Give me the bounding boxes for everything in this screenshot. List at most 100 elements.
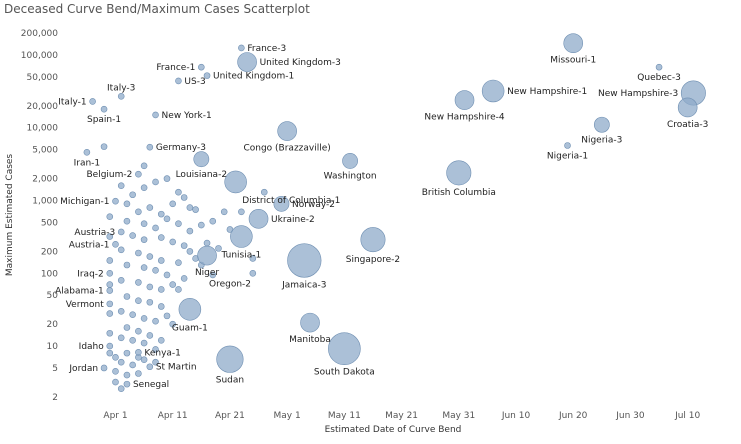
data-point xyxy=(112,378,119,386)
data-point xyxy=(146,283,154,291)
data-point xyxy=(446,160,472,186)
point-label: Quebec-3 xyxy=(637,73,681,83)
data-point xyxy=(112,354,119,361)
x-axis-title: Estimated Date of Curve Bend xyxy=(325,425,462,435)
point-label: British Columbia xyxy=(422,188,496,198)
data-point xyxy=(106,287,114,294)
data-point xyxy=(135,279,142,286)
x-tick-label: May 11 xyxy=(328,411,361,421)
data-point xyxy=(106,300,114,308)
data-point xyxy=(481,79,505,103)
data-point xyxy=(249,269,257,277)
y-tick-label: 10 xyxy=(47,342,59,352)
point-label: Norway-2 xyxy=(292,200,335,210)
point-label: Guam-1 xyxy=(172,323,208,333)
point-label: Idaho xyxy=(79,342,105,352)
y-tick-label: 2 xyxy=(52,393,58,403)
x-tick-label: May 31 xyxy=(442,411,475,421)
data-point xyxy=(300,312,320,333)
y-axis-title: Maximum Estimated Cases xyxy=(5,154,15,277)
point-label: New Hampshire-1 xyxy=(507,87,587,97)
point-label: US-3 xyxy=(184,77,205,87)
data-point xyxy=(135,297,142,305)
data-point xyxy=(163,271,171,279)
data-point xyxy=(216,345,244,373)
data-point xyxy=(169,200,177,208)
data-point xyxy=(209,271,217,279)
point-label: Tunisia-1 xyxy=(221,251,262,261)
data-point xyxy=(186,227,194,235)
x-tick-label: Jul 10 xyxy=(674,411,700,421)
data-point xyxy=(106,329,114,337)
point-label: Croatia-3 xyxy=(667,120,708,130)
data-point xyxy=(220,208,228,216)
data-point xyxy=(157,234,165,241)
data-point xyxy=(342,153,358,169)
point-label: Singapore-2 xyxy=(346,255,400,265)
y-tick-label: 1,000 xyxy=(32,197,58,207)
point-label-layer: France-3 United Kingdom-3 France-1 United K… xyxy=(55,44,708,390)
point-label: Austria-1 xyxy=(69,240,110,250)
data-point xyxy=(140,236,148,243)
data-point xyxy=(129,361,136,369)
data-point xyxy=(117,385,125,392)
data-point xyxy=(112,368,119,375)
data-point xyxy=(203,239,211,247)
data-point xyxy=(106,349,114,357)
point-label: France-3 xyxy=(247,44,286,54)
data-point xyxy=(140,162,148,170)
data-point xyxy=(106,269,114,277)
data-point xyxy=(593,116,610,133)
point-label: Belgium-2 xyxy=(87,170,133,180)
data-point xyxy=(273,195,290,212)
data-point xyxy=(157,286,165,293)
data-point xyxy=(100,105,108,113)
data-point xyxy=(157,303,165,310)
data-point xyxy=(178,298,202,321)
data-point xyxy=(100,143,108,150)
data-point xyxy=(157,257,165,264)
data-point xyxy=(175,259,182,266)
point-label: Washington xyxy=(324,172,377,182)
y-tick-label: 10,000 xyxy=(27,124,59,134)
y-tick-label: 20,000 xyxy=(27,102,59,112)
point-label: Iraq-2 xyxy=(77,269,104,279)
point-label: Iran-1 xyxy=(74,158,101,168)
point-label: Nigeria-3 xyxy=(581,135,622,145)
y-tick-label: 50,000 xyxy=(27,73,59,83)
point-label: Ukraine-2 xyxy=(271,215,315,225)
x-tick-label: Apr 11 xyxy=(158,411,188,421)
point-label: Kenya-1 xyxy=(144,348,181,358)
data-point xyxy=(197,245,217,266)
y-tick-label: 200,000 xyxy=(21,29,58,39)
point-label: Vermont xyxy=(66,300,105,310)
data-point xyxy=(135,170,142,178)
point-label: Germany-3 xyxy=(156,143,206,153)
y-tick-label: 100,000 xyxy=(21,51,58,61)
y-tick-label: 100 xyxy=(41,269,58,279)
data-point xyxy=(169,320,177,328)
data-point xyxy=(123,324,131,331)
data-point xyxy=(123,217,131,225)
data-point xyxy=(180,194,188,201)
point-label: Manitoba xyxy=(289,335,331,345)
y-tick-label: 2,000 xyxy=(32,175,58,185)
x-tick-label: May 21 xyxy=(385,411,418,421)
point-label: Jamaica-3 xyxy=(281,280,326,290)
data-point xyxy=(146,363,154,371)
data-point xyxy=(564,142,571,149)
point-label: St Martin xyxy=(156,363,197,373)
data-point xyxy=(152,111,159,119)
data-point xyxy=(238,208,245,216)
data-point xyxy=(655,63,663,71)
data-point xyxy=(186,204,194,211)
point-label: Austria-3 xyxy=(74,228,115,238)
data-point xyxy=(180,275,188,282)
point-label: South Dakota xyxy=(314,368,375,378)
data-point xyxy=(146,143,154,151)
data-point xyxy=(677,97,698,118)
data-point xyxy=(249,255,257,262)
data-point xyxy=(106,213,114,220)
data-point xyxy=(106,281,114,288)
point-label: Jordan xyxy=(68,364,98,374)
